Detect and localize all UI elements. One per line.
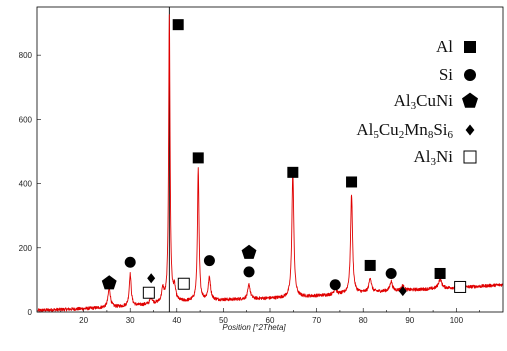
phase-markers — [101, 19, 467, 299]
al3ni-marker — [142, 286, 155, 299]
x-tick-label: 60 — [266, 316, 275, 325]
legend-label-part: Al — [436, 37, 453, 56]
legend-label: Si — [439, 65, 453, 84]
diffraction-trace — [37, 14, 503, 312]
legend-label: Al5Cu2Mn8Si6 — [356, 120, 453, 141]
legend-label-part: Al — [394, 91, 411, 110]
x-tick-label: 80 — [359, 316, 368, 325]
legend-si-marker — [464, 69, 476, 81]
al-marker — [364, 259, 376, 271]
legend-label-part: Mn — [404, 120, 428, 139]
x-tick-label: 30 — [126, 316, 135, 325]
legend-label-part: CuNi — [416, 91, 453, 110]
legend-label-part: Cu — [379, 120, 399, 139]
y-tick-label: 0 — [28, 308, 33, 317]
si-marker — [243, 266, 255, 278]
x-tick-label: 40 — [172, 316, 181, 325]
legend-label-part: Al — [356, 120, 373, 139]
legend-label-part: Si — [433, 120, 447, 139]
al3ni-marker — [177, 277, 190, 290]
x-tick-label: 70 — [312, 316, 321, 325]
si-marker — [203, 255, 215, 267]
si-marker — [385, 267, 397, 279]
x-tick-label: 90 — [405, 316, 414, 325]
al3cuni-marker — [241, 244, 257, 259]
al5cu2mn8si6-marker — [398, 286, 407, 297]
y-tick-labels: 0 200 400 600 800 — [19, 51, 33, 317]
al-marker — [192, 152, 204, 164]
al-marker — [287, 166, 299, 178]
legend-label: Al3Ni — [414, 147, 454, 168]
legend-label: Al — [436, 37, 453, 56]
x-tick-label: 50 — [219, 316, 228, 325]
legend-label-part: Al — [414, 147, 431, 166]
y-tick-label: 400 — [19, 180, 33, 189]
si-marker — [329, 279, 341, 291]
legend-label-subscript: 3 — [411, 100, 417, 112]
y-tick-label: 800 — [19, 51, 33, 60]
legend-al3ni-marker — [463, 150, 477, 164]
al5cu2mn8si6-marker — [147, 273, 156, 284]
legend-label-subscript: 3 — [431, 156, 437, 168]
al-marker — [434, 267, 446, 279]
y-tick-label: 600 — [19, 115, 33, 124]
y-tick-label: 200 — [19, 244, 33, 253]
legend-label: Al3CuNi — [394, 91, 454, 112]
al3ni-marker — [454, 280, 467, 293]
legend-label-subscript: 8 — [428, 129, 434, 141]
al-marker — [346, 176, 358, 188]
x-tick-labels: 20 30 40 50 60 70 80 90 100 — [79, 316, 463, 325]
al3cuni-marker — [101, 275, 117, 290]
legend-label-part: Ni — [436, 147, 453, 166]
legend-label-subscript: 5 — [373, 129, 379, 141]
x-tick-label: 20 — [79, 316, 88, 325]
legend-al3cuni-marker — [462, 92, 478, 108]
x-axis-label: Position [°2Theta] — [222, 323, 286, 332]
legend-label-subscript: 6 — [448, 129, 454, 141]
legend-al5cu2mn8si6-marker — [465, 124, 475, 136]
plot-frame — [36, 6, 504, 313]
al-marker — [172, 19, 184, 31]
x-tick-label: 100 — [450, 316, 464, 325]
legend-label-part: Si — [439, 65, 453, 84]
si-marker — [124, 256, 136, 268]
legend-label-subscript: 2 — [399, 129, 405, 141]
legend-al-marker — [464, 41, 476, 53]
